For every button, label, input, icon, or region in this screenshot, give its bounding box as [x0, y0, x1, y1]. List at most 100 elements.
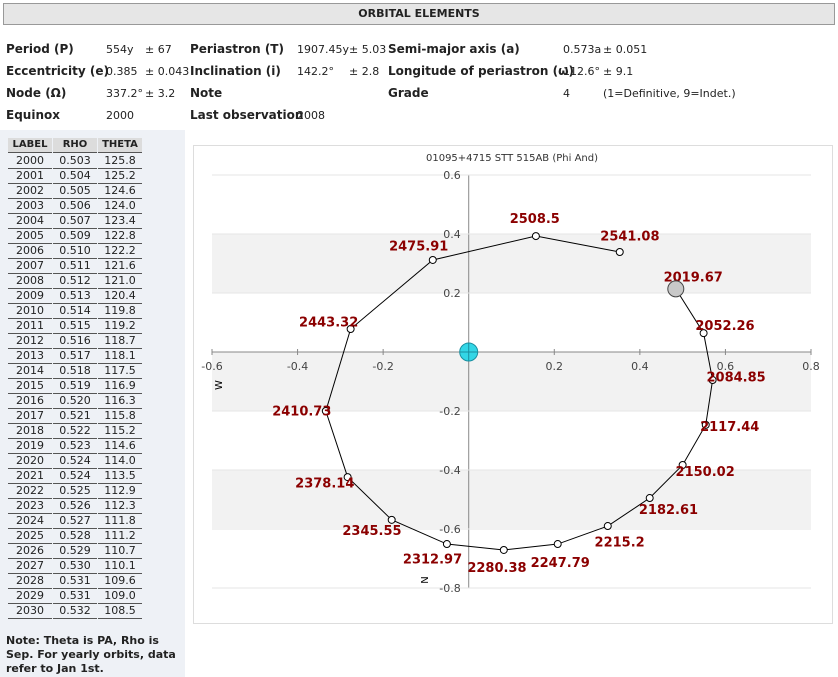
current-position [667, 280, 685, 298]
chart-title: 01095+4715 STT 515AB (Phi And) [426, 153, 598, 164]
table-cell: 122.8 [98, 229, 142, 244]
table-cell: 2010 [8, 304, 52, 319]
y-tick-label: -0.4 [439, 464, 460, 477]
orbit-point [678, 460, 687, 469]
table-cell: 2001 [8, 169, 52, 184]
table-cell: 2020 [8, 454, 52, 469]
table-cell: 2003 [8, 199, 52, 214]
table-cell: 124.0 [98, 199, 142, 214]
table-cell: 115.8 [98, 409, 142, 424]
table-cell: 2002 [8, 184, 52, 199]
table-cell: 0.532 [53, 604, 97, 619]
orbit-point [343, 473, 352, 482]
table-cell: 2004 [8, 214, 52, 229]
x-axis-label: W [214, 380, 225, 390]
element-value: 112.6° [563, 65, 600, 78]
table-cell: 2023 [8, 499, 52, 514]
table-cell: 122.2 [98, 244, 142, 259]
x-tick-label: 0.2 [546, 360, 564, 373]
table-cell: 2000 [8, 154, 52, 169]
orbit-point [701, 420, 710, 429]
epoch-label: 2150.02 [676, 465, 735, 480]
x-tick-label: 0.6 [717, 360, 735, 373]
table-cell: 110.7 [98, 544, 142, 559]
table-cell: 0.519 [53, 379, 97, 394]
epoch-label: 2280.38 [467, 561, 526, 576]
element-value: 1907.45y [297, 43, 349, 56]
band [212, 234, 811, 293]
orbit-point [603, 522, 612, 531]
table-cell: 110.1 [98, 559, 142, 574]
table-cell: 116.9 [98, 379, 142, 394]
table-cell: 2015 [8, 379, 52, 394]
header-title: ORBITAL ELEMENTS [3, 3, 835, 25]
element-value: 142.2° [297, 65, 334, 78]
table-cell: 2019 [8, 439, 52, 454]
y-tick-label: -0.8 [439, 582, 460, 595]
epoch-label: 2541.08 [600, 230, 659, 245]
epoch-label: 2443.32 [299, 316, 358, 331]
element-error: (1=Definitive, 9=Indet.) [603, 87, 736, 100]
table-cell: 0.526 [53, 499, 97, 514]
table-cell: 2006 [8, 244, 52, 259]
table-cell: 113.5 [98, 469, 142, 484]
epoch-label: 2215.2 [595, 536, 645, 551]
table-cell: 2030 [8, 604, 52, 619]
table-cell: 2028 [8, 574, 52, 589]
element-label: Eccentricity (e) [6, 64, 109, 78]
element-value: 554y [106, 43, 134, 56]
table-cell: 0.518 [53, 364, 97, 379]
orbit-point [531, 232, 540, 241]
orbit-point [708, 376, 717, 385]
table-cell: 0.517 [53, 349, 97, 364]
y-tick-label: -0.6 [439, 523, 460, 536]
table-cell: 123.4 [98, 214, 142, 229]
orbit-point [645, 494, 654, 503]
x-tick-label: -0.2 [372, 360, 393, 373]
table-cell: 0.504 [53, 169, 97, 184]
table-cell: 0.511 [53, 259, 97, 274]
orbit-point [321, 407, 330, 415]
table-cell: 0.505 [53, 184, 97, 199]
table-cell: 0.521 [53, 409, 97, 424]
table-cell: 112.3 [98, 499, 142, 514]
table-cell: 0.503 [53, 154, 97, 169]
table-cell: 125.2 [98, 169, 142, 184]
orbit-point [553, 540, 562, 549]
column-header: RHO [53, 138, 97, 153]
element-label: Periastron (T) [190, 42, 284, 56]
x-tick-label: 0.8 [802, 360, 820, 373]
band [212, 470, 811, 528]
table-cell: 115.2 [98, 424, 142, 439]
epoch-label: 2508.5 [510, 212, 560, 227]
table-cell: 0.507 [53, 214, 97, 229]
table-cell: 0.524 [53, 454, 97, 469]
element-label: Longitude of periastron (ω) [388, 64, 574, 78]
element-error: ± 0.051 [603, 43, 648, 56]
table-cell: 2018 [8, 424, 52, 439]
table-cell: 2027 [8, 559, 52, 574]
y-tick-label: 0.6 [443, 169, 461, 182]
table-cell: 0.529 [53, 544, 97, 559]
table-cell: 0.520 [53, 394, 97, 409]
table-cell: 118.1 [98, 349, 142, 364]
table-cell: 2012 [8, 334, 52, 349]
element-error: ± 5.03 [349, 43, 387, 56]
table-cell: 2016 [8, 394, 52, 409]
table-cell: 108.5 [98, 604, 142, 619]
table-cell: 2007 [8, 259, 52, 274]
epoch-label: 2182.61 [639, 503, 698, 518]
y-tick-label: 0.4 [443, 228, 461, 241]
table-cell: 0.512 [53, 274, 97, 289]
table-cell: 120.4 [98, 289, 142, 304]
epoch-label: 2312.97 [403, 552, 462, 567]
x-tick-label: -0.4 [287, 360, 308, 373]
table-cell: 2022 [8, 484, 52, 499]
table-cell: 109.0 [98, 589, 142, 604]
table-cell: 119.2 [98, 319, 142, 334]
orbit-point [699, 329, 708, 338]
table-cell: 2021 [8, 469, 52, 484]
table-cell: 2026 [8, 544, 52, 559]
epoch-label: 2410.73 [272, 405, 331, 420]
